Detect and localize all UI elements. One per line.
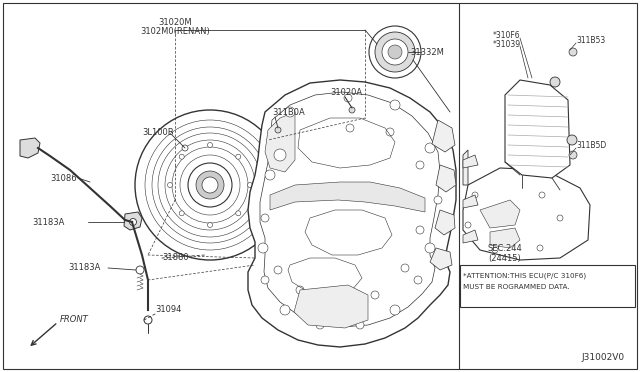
Text: 3102M0(RENAN): 3102M0(RENAN) [140, 26, 210, 35]
Circle shape [168, 183, 173, 187]
Polygon shape [265, 112, 295, 172]
Polygon shape [435, 210, 455, 235]
Circle shape [285, 107, 295, 117]
Polygon shape [248, 80, 456, 347]
Polygon shape [20, 138, 40, 158]
Circle shape [274, 149, 286, 161]
Text: *310F6: *310F6 [493, 31, 520, 39]
Circle shape [434, 196, 442, 204]
Circle shape [390, 100, 400, 110]
Polygon shape [463, 155, 478, 168]
Circle shape [371, 291, 379, 299]
Circle shape [557, 215, 563, 221]
Circle shape [207, 222, 212, 228]
Text: SEC.244: SEC.244 [488, 244, 522, 253]
Polygon shape [430, 248, 452, 270]
Text: FRONT: FRONT [60, 315, 89, 324]
Bar [460, 265, 635, 307]
Text: *ATTENTION:THIS ECU(P/C 310F6): *ATTENTION:THIS ECU(P/C 310F6) [463, 273, 586, 279]
Circle shape [258, 243, 268, 253]
Circle shape [537, 245, 543, 251]
Circle shape [550, 77, 560, 87]
Circle shape [236, 211, 241, 216]
Text: 311B5D: 311B5D [576, 141, 606, 150]
Polygon shape [432, 120, 455, 152]
Text: *31039: *31039 [493, 39, 521, 48]
Text: (24415): (24415) [488, 253, 522, 263]
Circle shape [196, 171, 224, 199]
Text: 31880: 31880 [162, 253, 189, 263]
Polygon shape [124, 212, 142, 230]
Polygon shape [505, 80, 570, 178]
Circle shape [569, 48, 577, 56]
Circle shape [129, 218, 136, 225]
Text: 31020A: 31020A [330, 87, 362, 96]
Polygon shape [463, 195, 478, 208]
Polygon shape [270, 182, 425, 212]
Circle shape [316, 321, 324, 329]
Circle shape [414, 276, 422, 284]
Circle shape [136, 266, 144, 274]
Circle shape [261, 214, 269, 222]
Circle shape [569, 151, 577, 159]
Text: 31183A: 31183A [68, 263, 100, 273]
Polygon shape [294, 285, 368, 328]
Circle shape [248, 183, 253, 187]
Circle shape [539, 192, 545, 198]
Text: 31020M: 31020M [158, 17, 192, 26]
Circle shape [567, 135, 577, 145]
Polygon shape [463, 230, 478, 243]
Circle shape [386, 128, 394, 136]
Text: J31002V0: J31002V0 [582, 353, 625, 362]
Polygon shape [480, 200, 520, 228]
Circle shape [296, 286, 304, 294]
Circle shape [390, 305, 400, 315]
Text: 311B53: 311B53 [576, 35, 605, 45]
Circle shape [179, 211, 184, 216]
Circle shape [135, 110, 285, 260]
Circle shape [275, 127, 281, 133]
Polygon shape [490, 228, 520, 248]
Circle shape [416, 161, 424, 169]
Circle shape [349, 107, 355, 113]
Text: 31086: 31086 [50, 173, 77, 183]
Text: 31094: 31094 [155, 305, 181, 314]
Circle shape [375, 32, 415, 72]
Circle shape [261, 276, 269, 284]
Polygon shape [436, 165, 456, 192]
Circle shape [331, 296, 339, 304]
Circle shape [382, 39, 408, 65]
Circle shape [416, 226, 424, 234]
Circle shape [356, 321, 364, 329]
Circle shape [401, 264, 409, 272]
Polygon shape [463, 168, 590, 260]
Polygon shape [463, 150, 468, 185]
Circle shape [346, 124, 354, 132]
Circle shape [202, 177, 218, 193]
Circle shape [492, 247, 498, 253]
Text: 31183A: 31183A [32, 218, 65, 227]
Circle shape [369, 26, 421, 78]
Circle shape [425, 143, 435, 153]
Circle shape [274, 266, 282, 274]
Text: 311B0A: 311B0A [272, 108, 305, 116]
Circle shape [280, 305, 290, 315]
Circle shape [182, 145, 188, 151]
Circle shape [388, 45, 402, 59]
Circle shape [344, 94, 352, 102]
Circle shape [425, 243, 435, 253]
Circle shape [207, 142, 212, 148]
Circle shape [188, 163, 232, 207]
Circle shape [179, 154, 184, 159]
Circle shape [472, 192, 478, 198]
Circle shape [236, 154, 241, 159]
Circle shape [144, 316, 152, 324]
Circle shape [265, 170, 275, 180]
Text: 3L100B: 3L100B [142, 128, 173, 137]
Text: 31332M: 31332M [410, 48, 444, 57]
Circle shape [465, 222, 471, 228]
Text: MUST BE ROGRAMMED DATA.: MUST BE ROGRAMMED DATA. [463, 284, 570, 290]
